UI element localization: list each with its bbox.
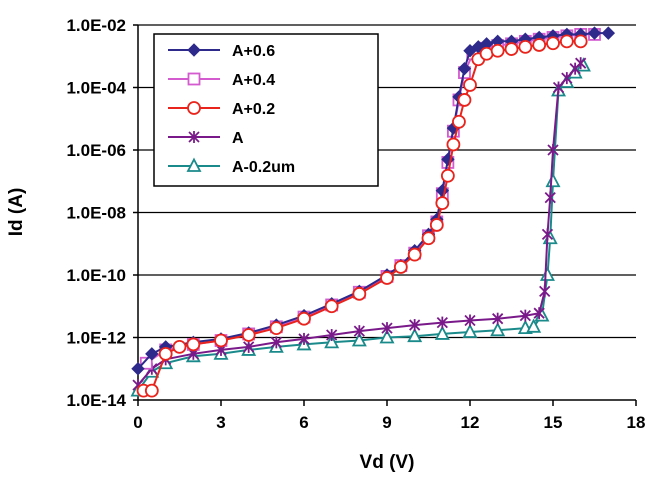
data-point bbox=[434, 325, 450, 340]
y-tick-label: 1.0E-10 bbox=[66, 266, 126, 285]
data-point bbox=[463, 78, 477, 92]
legend-marker bbox=[186, 157, 202, 172]
data-point bbox=[519, 309, 531, 322]
data-point bbox=[464, 314, 476, 327]
data-point bbox=[546, 36, 560, 51]
data-point bbox=[490, 321, 506, 337]
data-point bbox=[544, 191, 556, 204]
y-tick-label: 1.0E-02 bbox=[66, 16, 126, 35]
data-point bbox=[539, 285, 551, 298]
data-point bbox=[139, 356, 153, 370]
data-point bbox=[440, 168, 455, 183]
data-point bbox=[435, 196, 450, 210]
series-A+0.2 bbox=[136, 34, 588, 398]
data-point bbox=[547, 144, 559, 156]
data-point bbox=[352, 286, 367, 301]
data-point bbox=[533, 307, 545, 320]
legend-label: A+0.6 bbox=[232, 43, 275, 60]
data-point bbox=[243, 340, 255, 353]
data-point bbox=[518, 39, 533, 54]
data-point bbox=[407, 247, 422, 262]
data-point bbox=[573, 34, 588, 49]
data-point bbox=[436, 316, 448, 329]
data-point bbox=[409, 319, 421, 332]
x-tick-label: 18 bbox=[627, 413, 646, 432]
y-tick-label: 1.0E-06 bbox=[66, 141, 126, 160]
data-point bbox=[575, 57, 587, 70]
data-point bbox=[297, 311, 311, 326]
data-point bbox=[462, 323, 478, 338]
y-ticks: 1.0E-14 1.0E-12 1.0E-10 1.0E-08 1.0E-06 1.0E-… bbox=[66, 16, 138, 410]
data-point bbox=[326, 329, 338, 342]
data-point bbox=[381, 322, 393, 335]
y-tick-label: 1.0E-12 bbox=[66, 329, 126, 348]
data-point bbox=[145, 347, 159, 361]
data-point bbox=[298, 332, 310, 345]
data-point bbox=[241, 328, 256, 342]
data-point bbox=[541, 228, 554, 241]
data-point bbox=[421, 231, 436, 246]
x-axis-label: Vd (V) bbox=[360, 452, 415, 473]
series-layer bbox=[130, 26, 616, 398]
data-point bbox=[144, 383, 159, 398]
legend-marker bbox=[187, 72, 201, 86]
series-A bbox=[132, 57, 587, 392]
data-point bbox=[446, 137, 461, 152]
data-point bbox=[131, 362, 145, 376]
data-point bbox=[324, 333, 340, 349]
legend-marker bbox=[188, 131, 200, 143]
data-point bbox=[393, 260, 408, 274]
y-tick-label: 1.0E-08 bbox=[66, 204, 126, 223]
data-point bbox=[526, 318, 542, 333]
legend-label: A-0.2um bbox=[232, 159, 295, 176]
x-tick-label: 6 bbox=[299, 413, 308, 432]
data-point bbox=[353, 325, 365, 338]
data-point bbox=[479, 46, 494, 61]
legend: A+0.6 A+0.4 A+0.2 A A-0.2um bbox=[153, 33, 379, 187]
data-point bbox=[324, 299, 339, 314]
x-tick-label: 3 bbox=[216, 413, 225, 432]
data-point bbox=[504, 42, 519, 56]
data-point bbox=[379, 329, 395, 344]
y-axis-label: Id (A) bbox=[6, 188, 27, 237]
data-point bbox=[545, 172, 561, 188]
data-point bbox=[269, 321, 284, 335]
data-point bbox=[214, 333, 228, 348]
data-point bbox=[587, 26, 602, 40]
legend-marker bbox=[187, 101, 201, 115]
data-point bbox=[380, 271, 394, 285]
data-point bbox=[270, 336, 282, 349]
y-tick-label: 1.0E-14 bbox=[66, 391, 126, 410]
x-tick-label: 0 bbox=[133, 413, 142, 432]
legend-label: A+0.2 bbox=[232, 101, 275, 118]
data-point bbox=[457, 93, 472, 107]
data-point bbox=[532, 38, 547, 52]
data-point bbox=[186, 337, 201, 352]
data-point bbox=[457, 61, 472, 76]
data-point bbox=[601, 26, 616, 40]
data-point bbox=[492, 312, 504, 325]
data-point bbox=[561, 72, 573, 85]
x-tick-label: 12 bbox=[461, 413, 480, 432]
data-point bbox=[407, 327, 423, 343]
legend-label: A+0.4 bbox=[232, 72, 275, 89]
data-point bbox=[490, 43, 505, 58]
data-point bbox=[429, 218, 444, 232]
x-tick-label: 15 bbox=[544, 413, 563, 432]
x-ticks: 0 3 6 9 12 15 18 bbox=[133, 400, 645, 432]
legend-label: A bbox=[232, 130, 244, 147]
data-point bbox=[452, 114, 466, 129]
data-point bbox=[552, 81, 565, 94]
x-tick-label: 9 bbox=[382, 413, 391, 432]
y-tick-label: 1.0E-04 bbox=[66, 79, 126, 98]
data-point bbox=[158, 346, 173, 361]
data-point bbox=[539, 266, 555, 281]
legend-marker bbox=[187, 43, 201, 57]
data-point bbox=[172, 340, 187, 354]
data-point bbox=[351, 332, 367, 347]
data-point bbox=[559, 34, 574, 49]
